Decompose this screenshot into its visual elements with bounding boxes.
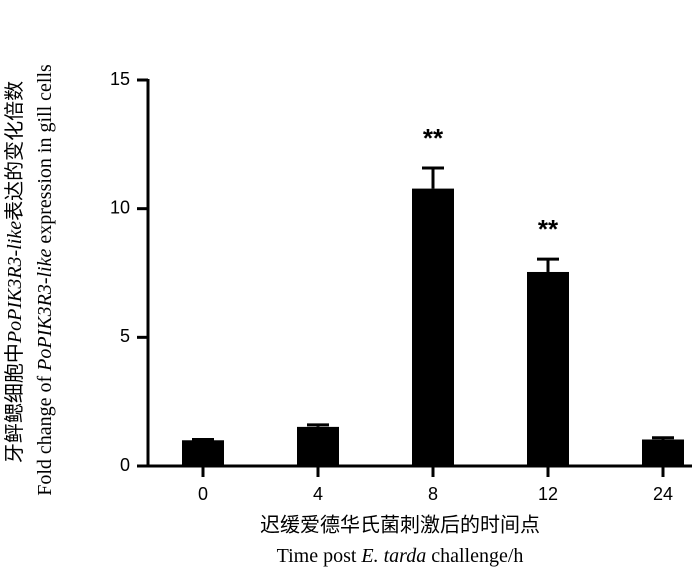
label-part: E. tarda	[360, 545, 426, 567]
y-tick-label: 10	[110, 197, 130, 217]
x-axis-label-cn: 迟缓爱德华氏菌刺激后的时间点	[260, 514, 540, 537]
y-tick-label: 0	[120, 455, 130, 475]
bar	[297, 426, 339, 466]
x-tick-label: 12	[538, 484, 558, 504]
significance-label: **	[423, 123, 444, 153]
label-part: expression in gill cells	[34, 64, 56, 249]
label-part: PoPIK3R3-like	[34, 249, 56, 372]
bar	[182, 440, 224, 466]
label-part: PoPIK3R3-like	[4, 221, 26, 344]
significance-label: **	[538, 214, 559, 244]
y-axis-label-cn: 牙鲆鳃细胞中PoPIK3R3-like表达的变化倍数	[3, 81, 26, 463]
bar	[527, 271, 569, 466]
y-axis-label-en: Fold change of PoPIK3R3-like expression …	[34, 64, 56, 496]
label-part: challenge/h	[426, 545, 523, 567]
x-tick-label: 8	[428, 484, 438, 504]
x-tick-label: 0	[198, 484, 208, 504]
x-tick-label: 4	[313, 484, 323, 504]
label-part: Time post	[277, 545, 362, 567]
bar	[642, 439, 684, 466]
bar	[412, 188, 454, 466]
y-tick-label: 15	[110, 69, 130, 89]
x-tick-label: 24	[653, 484, 673, 504]
label-part: 表达的变化倍数	[3, 81, 26, 221]
label-part: 牙鲆鳃细胞中	[3, 343, 26, 463]
x-axis-label-en: Time post E. tarda challenge/h	[277, 545, 524, 567]
label-part: Fold change of	[34, 371, 56, 496]
y-tick-label: 5	[120, 326, 130, 346]
